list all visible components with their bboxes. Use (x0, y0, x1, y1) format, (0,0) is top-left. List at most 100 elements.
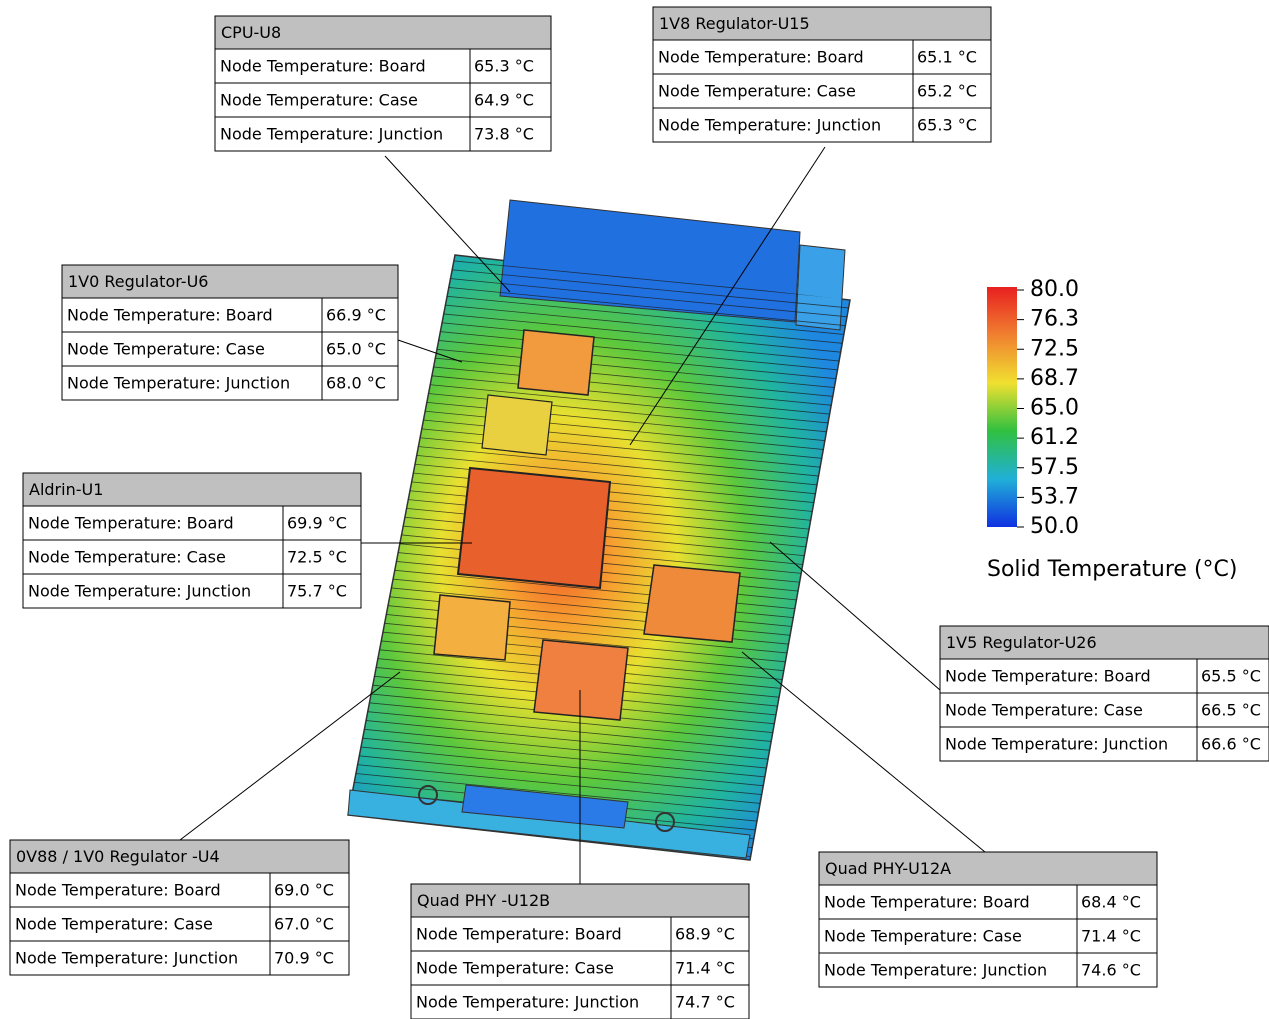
row-value: 66.6 °C (1201, 735, 1261, 754)
fin (348, 573, 850, 625)
row-value: 71.4 °C (1081, 927, 1141, 946)
row-value: 65.1 °C (917, 48, 977, 67)
row-label: Node Temperature: Junction (416, 993, 639, 1012)
callout-table: 1V8 Regulator-U15 Node Temperature: Board… (652, 6, 992, 143)
callout-table: CPU-U8 Node Temperature: Board 65.3 °C Node… (214, 15, 552, 152)
row-value: 65.3 °C (917, 116, 977, 135)
row-label: Node Temperature: Case (416, 959, 614, 978)
callout-title: Quad PHY -U12B (417, 891, 550, 910)
callout-table: 1V5 Regulator-U26 Node Temperature: Board… (939, 625, 1269, 762)
row-value: 68.9 °C (675, 925, 735, 944)
table-row (939, 692, 1269, 728)
callout-header (652, 6, 992, 41)
row-value: 68.4 °C (1081, 893, 1141, 912)
callout-title: 1V8 Regulator-U15 (659, 14, 810, 33)
fin (348, 438, 850, 490)
row-label: Node Temperature: Board (824, 893, 1030, 912)
callout-header (410, 883, 750, 918)
legend-tick-label: 68.7 (1030, 366, 1079, 391)
table-row (652, 73, 992, 109)
row-label: Node Temperature: Case (15, 915, 213, 934)
callout-title: 1V0 Regulator-U6 (68, 272, 208, 291)
table-row (9, 940, 350, 976)
row-value: 68.0 °C (326, 374, 386, 393)
callout-table: 1V0 Regulator-U6 Node Temperature: Board 6… (61, 264, 399, 401)
callout-table: Aldrin-U1 Node Temperature: Board 69.9 °C N… (22, 472, 362, 609)
row-value: 73.8 °C (474, 125, 534, 144)
row-label: Node Temperature: Junction (220, 125, 443, 144)
callout-title: 1V5 Regulator-U26 (946, 633, 1097, 652)
leader-line (769, 541, 941, 691)
fin (348, 609, 850, 661)
row-value: 65.5 °C (1201, 667, 1261, 686)
legend-tick-label: 80.0 (1030, 277, 1079, 302)
row-label: Node Temperature: Board (220, 57, 426, 76)
table-row (9, 906, 350, 942)
color-bar (987, 287, 1017, 527)
color-legend: Solid Temperature (°C) 80.0 76.3 72.5 68.7 6… (987, 277, 1238, 582)
row-value: 66.9 °C (326, 306, 386, 325)
row-value: 71.4 °C (675, 959, 735, 978)
table-row (818, 884, 1158, 920)
leader-line (741, 651, 986, 853)
leader-line (629, 146, 826, 446)
fin (348, 591, 850, 643)
callout-header (61, 264, 399, 299)
callout-title: 0V88 / 1V0 Regulator -U4 (16, 847, 220, 866)
row-label: Node Temperature: Case (28, 548, 226, 567)
row-label: Node Temperature: Case (824, 927, 1022, 946)
row-value: 64.9 °C (474, 91, 534, 110)
row-value: 69.9 °C (287, 514, 347, 533)
legend-title: Solid Temperature (°C) (987, 557, 1238, 582)
row-value: 67.0 °C (274, 915, 334, 934)
row-value: 65.3 °C (474, 57, 534, 76)
callout-header (214, 15, 552, 50)
fin (348, 411, 850, 463)
row-label: Node Temperature: Junction (824, 961, 1047, 980)
fin (348, 429, 850, 481)
callout-table: Quad PHY-U12A Node Temperature: Board 68.4… (818, 851, 1158, 988)
table-row (22, 505, 362, 541)
fin (348, 447, 850, 499)
row-label: Node Temperature: Case (945, 701, 1143, 720)
legend-tick-label: 76.3 (1030, 307, 1079, 332)
row-label: Node Temperature: Junction (67, 374, 290, 393)
leader-lines (179, 146, 986, 884)
row-value: 74.7 °C (675, 993, 735, 1012)
row-label: Node Temperature: Board (945, 667, 1151, 686)
callout-title: Aldrin-U1 (29, 480, 103, 499)
leader-line (384, 155, 511, 293)
fin (348, 420, 850, 472)
table-row (410, 984, 750, 1019)
legend-tick-label: 57.5 (1030, 455, 1079, 480)
table-row (939, 658, 1269, 694)
row-label: Node Temperature: Junction (658, 116, 881, 135)
table-row (9, 872, 350, 908)
row-label: Node Temperature: Junction (945, 735, 1168, 754)
callout-table: 0V88 / 1V0 Regulator -U4 Node Temperature… (9, 839, 350, 976)
row-label: Node Temperature: Board (67, 306, 273, 325)
callout-title: Quad PHY-U12A (825, 859, 951, 878)
row-label: Node Temperature: Board (658, 48, 864, 67)
callout-header (22, 472, 362, 507)
fin (348, 600, 850, 652)
table-row (214, 48, 552, 84)
row-label: Node Temperature: Board (416, 925, 622, 944)
fin (348, 402, 850, 454)
callout-title: CPU-U8 (221, 23, 281, 42)
row-value: 65.2 °C (917, 82, 977, 101)
legend-tick-label: 72.5 (1030, 336, 1079, 361)
row-value: 65.0 °C (326, 340, 386, 359)
row-value: 66.5 °C (1201, 701, 1261, 720)
callout-table: Quad PHY -U12B Node Temperature: Board 68.… (410, 883, 750, 1019)
leader-line (397, 339, 463, 363)
table-row (22, 539, 362, 575)
row-value: 75.7 °C (287, 582, 347, 601)
row-value: 72.5 °C (287, 548, 347, 567)
table-row (22, 573, 362, 609)
table-row (818, 952, 1158, 988)
row-label: Node Temperature: Board (28, 514, 234, 533)
table-row (939, 726, 1269, 762)
